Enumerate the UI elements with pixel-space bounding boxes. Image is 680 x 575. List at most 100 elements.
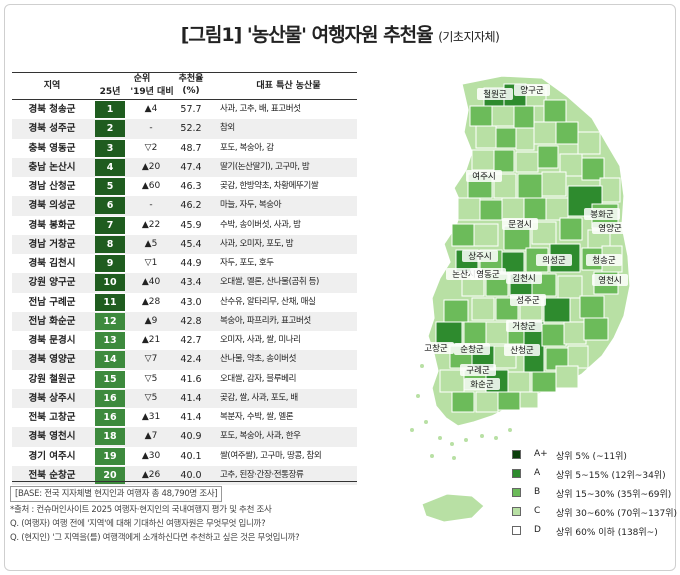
cell-change: ▽5 xyxy=(144,392,158,403)
cell-change: - xyxy=(149,123,153,134)
map-island xyxy=(430,454,434,458)
map-island xyxy=(508,428,512,432)
map-district xyxy=(471,297,495,321)
cell-product: 쌀(여주쌀), 고구마, 땅콩, 참외 xyxy=(220,450,322,461)
map-district xyxy=(581,157,605,181)
map-district xyxy=(583,317,609,341)
cell-rate: 43.4 xyxy=(180,277,202,289)
note-q2: Q. (현지인) '그 지역을(를) 여행객에게 소개하신다면 추천하고 싶은 … xyxy=(10,533,300,543)
map-label: 영양군 xyxy=(598,223,622,234)
cell-rank: 13 xyxy=(95,332,125,349)
cell-rate: 41.4 xyxy=(180,412,202,423)
map-label: 구례군 xyxy=(466,365,490,376)
cell-rank: 1 xyxy=(95,101,125,118)
map-district xyxy=(451,223,475,247)
map-label: 의성군 xyxy=(542,255,566,266)
map-district xyxy=(495,127,517,149)
map-district xyxy=(485,321,509,345)
header-product: 대표 특산 농산물 xyxy=(256,81,321,91)
table-row: 전남 구례군 11 ▲28 43.0 산수유, 알타리무, 산채, 매실 xyxy=(12,293,357,312)
notes: [BASE: 전국 지자체별 현지인과 여행자 총 48,790명 조사] *출… xyxy=(10,486,410,545)
cell-product: 곶감, 쌀, 사과, 포도, 배 xyxy=(220,392,298,403)
table-row: 충남 논산시 4 ▲20 47.4 딸기(논산딸기), 고구마, 밤 xyxy=(12,157,357,177)
cell-rate: 47.4 xyxy=(180,161,202,173)
cell-region: 경북 김천시 xyxy=(28,258,76,269)
header-rate: 추천율 xyxy=(178,74,204,84)
table-row: 경북 영양군 14 ▽7 42.4 산나물, 약초, 송이버섯 xyxy=(12,350,357,370)
map-district xyxy=(463,321,487,345)
header-change: '19년 대비 xyxy=(130,87,174,97)
table-row: 강원 철원군 15 ▽5 41.6 오대쌀, 감자, 블루베리 xyxy=(12,370,357,389)
cell-rate: 41.4 xyxy=(180,392,202,404)
map-label-bg xyxy=(477,88,513,100)
cell-rank: 16 xyxy=(95,409,125,426)
map-label-bg xyxy=(502,218,538,230)
map-district xyxy=(491,105,515,127)
cell-rank: 6 xyxy=(95,197,125,215)
map-district xyxy=(543,99,567,123)
cell-change: ▲60 xyxy=(141,181,161,191)
map-district xyxy=(475,125,497,149)
map-district xyxy=(541,171,567,197)
cell-region: 전북 고창군 xyxy=(28,412,76,423)
table-row: 경남 산청군 5 ▲60 46.3 곶감, 한방약초, 차황메뚜기쌀 xyxy=(12,177,357,196)
map-label-bg xyxy=(454,343,490,355)
map-label: 성주군 xyxy=(516,296,540,306)
cell-change: ▲9 xyxy=(144,315,158,326)
cell-rank: 2 xyxy=(95,120,125,138)
cell-rate: 43.0 xyxy=(180,296,202,308)
map-label-bg xyxy=(418,342,454,354)
map-label: 봉화군 xyxy=(590,210,614,220)
map-label-bg xyxy=(514,84,550,96)
cell-rank: 9 xyxy=(95,255,125,272)
map-island xyxy=(452,456,456,460)
cell-change: ▲22 xyxy=(141,219,161,230)
table-row: 전북 고창군 16 ▲31 41.4 복분자, 수박, 쌀, 멜론 xyxy=(12,408,357,427)
figure-frame xyxy=(4,4,676,571)
cell-rank: 20 xyxy=(95,466,125,484)
map-label-bg xyxy=(466,170,502,182)
map-district xyxy=(563,321,587,345)
map-label: 철원군 xyxy=(483,89,507,100)
map-label-bg xyxy=(506,272,542,284)
cell-change: ▲28 xyxy=(141,296,161,307)
legend-desc: 상위 5% (~11위) xyxy=(556,452,627,462)
cell-rank: 4 xyxy=(95,158,125,176)
cell-product: 사과, 오미자, 포도, 밤 xyxy=(220,238,294,249)
map-district xyxy=(599,177,621,203)
cell-change: ▲31 xyxy=(141,412,161,422)
cell-region: 경북 청송군 xyxy=(28,104,76,115)
map-district xyxy=(457,197,481,221)
map-district xyxy=(559,217,583,241)
map-label: 거창군 xyxy=(512,322,536,332)
cell-product: 오대쌀, 감자, 블루베리 xyxy=(220,373,296,384)
cell-product: 곶감, 한방약초, 차황메뚜기쌀 xyxy=(220,181,319,191)
legend-grade: D xyxy=(534,525,541,535)
table-row: 경북 성주군 2 - 52.2 참외 xyxy=(12,119,357,139)
legend-swatch xyxy=(512,507,521,516)
cell-product: 포도, 복숭아, 감 xyxy=(220,142,274,153)
cell-region: 전남 화순군 xyxy=(28,315,76,327)
legend-swatch xyxy=(512,469,521,478)
legend-grade: B xyxy=(534,487,541,497)
cell-change: ▲40 xyxy=(141,277,161,288)
cell-rank: 10 xyxy=(95,274,125,292)
table-row: 경북 청송군 1 ▲4 57.7 사과, 고추, 배, 표고버섯 xyxy=(12,100,357,119)
cell-rank: 5 xyxy=(95,178,125,195)
legend-desc: 상위 5~15% (12위~34위) xyxy=(556,471,666,481)
cell-rank: 18 xyxy=(95,428,125,446)
map-island xyxy=(494,436,498,440)
map-label: 논산시 xyxy=(452,269,475,280)
table-row: 경남 거창군 8 ▲5 45.4 사과, 오미자, 포도, 밤 xyxy=(12,234,357,254)
map-label-bg xyxy=(510,294,546,306)
map-label: 산청군 xyxy=(510,345,534,356)
cell-rate: 48.7 xyxy=(180,142,202,154)
map-district xyxy=(567,345,589,369)
cell-rate: 40.0 xyxy=(180,469,202,481)
map-label: 상주시 xyxy=(468,251,491,262)
map-label-bg xyxy=(506,320,542,332)
map-district xyxy=(541,323,567,347)
legend-swatch xyxy=(512,488,521,497)
map-district xyxy=(515,151,539,173)
map-district xyxy=(513,105,535,129)
